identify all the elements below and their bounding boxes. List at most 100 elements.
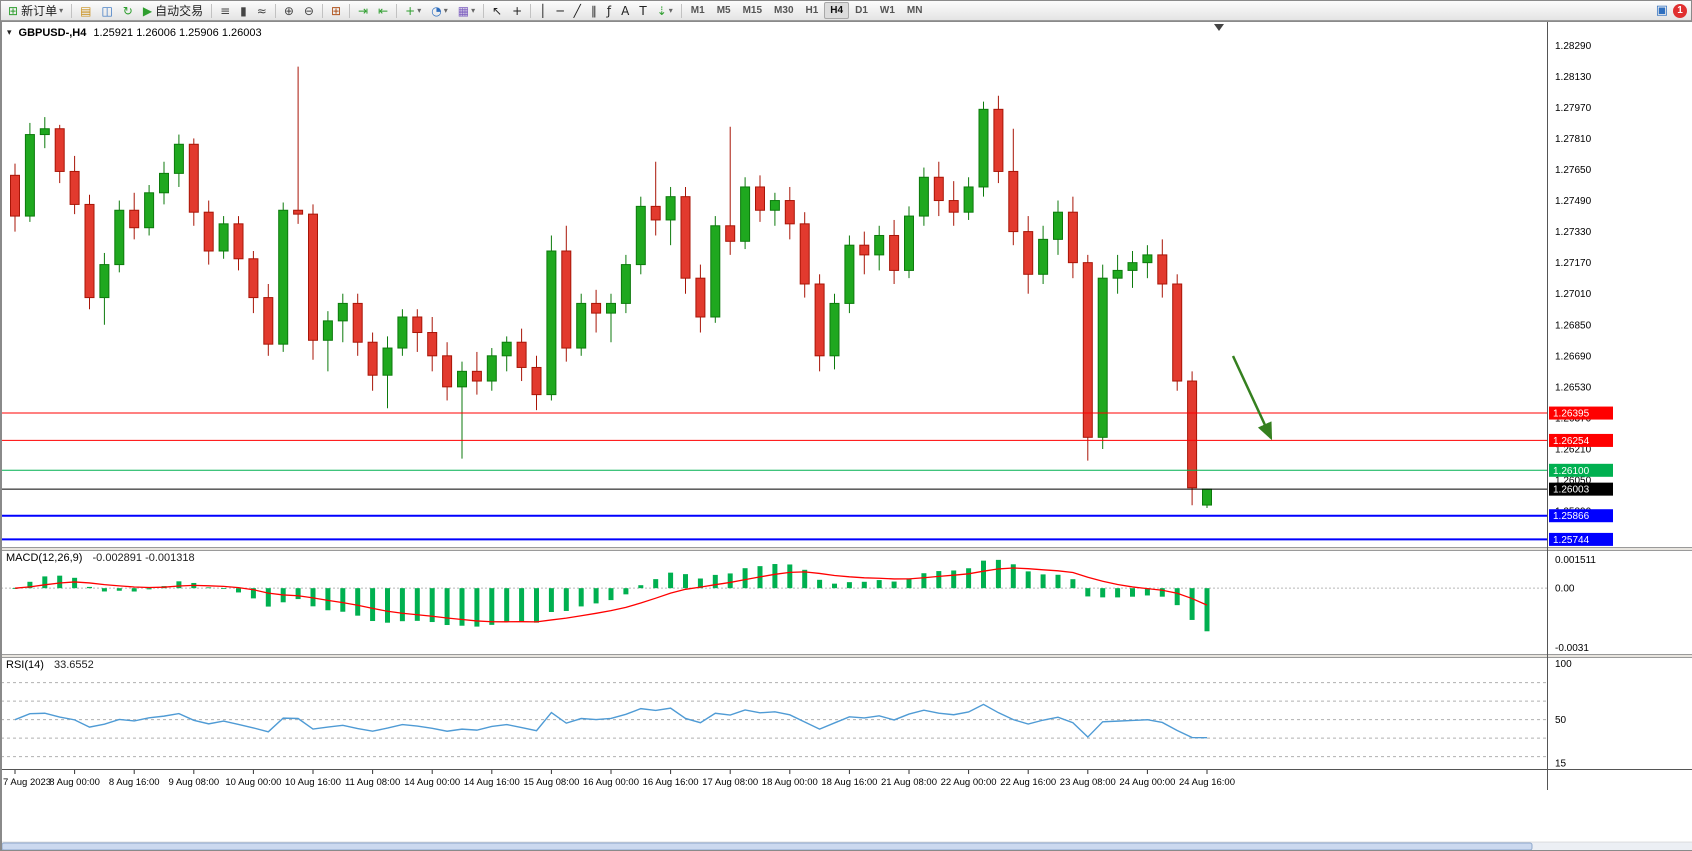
macd-histogram-bar [1040, 574, 1046, 589]
macd-histogram-bar [593, 588, 599, 604]
chart-shift-button[interactable]: ⇤ [374, 2, 392, 19]
bull-candle [1097, 277, 1108, 438]
time-axis-label: 8 Aug 00:00 [49, 777, 100, 788]
dropdown-caret-icon: ▾ [443, 6, 448, 15]
arrows-icon: ⇣ [656, 3, 667, 18]
auto-trading-icon: ▶ [142, 3, 153, 18]
rsi-header: RSI(14) 33.6552 [6, 659, 94, 671]
bull-candle [501, 341, 512, 357]
cursor-icon: ↖ [492, 3, 503, 18]
chart-area: 1.28290 1.28130 1.27970 1.27810 1.27650 1.274… [1, 21, 1692, 851]
timeframe-h4-button[interactable]: H4 [824, 2, 850, 19]
zoom-in-button[interactable]: ⊕ [280, 2, 298, 19]
cursor-button[interactable]: ↖ [488, 2, 506, 19]
bear-candle [531, 366, 542, 396]
price-axis-tick: 1.26530 [1555, 382, 1592, 393]
bull-candle [173, 143, 184, 174]
timeframe-w1-button[interactable]: W1 [879, 5, 895, 16]
notification-badge[interactable]: 1 [1673, 3, 1687, 18]
new-chart-icon: ▤ [80, 3, 92, 18]
bull-candle [337, 302, 348, 322]
trendline-icon: ╱ [573, 3, 581, 18]
macd-histogram-bar [370, 588, 376, 622]
macd-histogram-bar [131, 588, 137, 592]
trendline-button[interactable]: ╱ [570, 2, 585, 19]
chart-canvas[interactable]: 1.28290 1.28130 1.27970 1.27810 1.27650 1.274… [1, 21, 1692, 851]
profiles-button[interactable]: ◫ [97, 2, 116, 19]
bull-candle [382, 347, 393, 376]
chart-shift-marker-icon[interactable] [1214, 24, 1224, 31]
h-scrollbar-thumb[interactable] [1, 842, 1533, 851]
bar-chart-button[interactable]: ≡ [216, 2, 234, 19]
line-chart-button[interactable]: ≈ [253, 2, 271, 19]
fibonacci-button[interactable]: ƒ [603, 2, 615, 19]
fibonacci-icon: ƒ [606, 3, 612, 18]
new-chart-button[interactable]: ▤ [76, 2, 95, 19]
templates-icon: ▦ [457, 3, 470, 18]
auto-trading-button[interactable]: ▶ 自动交易 [139, 2, 207, 19]
macd-histogram-bar [265, 588, 271, 607]
macd-histogram-bar [1055, 574, 1061, 589]
timeframe-m30-button[interactable]: M30 [774, 5, 794, 16]
rsi-label: RSI(14) [6, 659, 44, 671]
panel-splitter[interactable] [1, 654, 1692, 658]
macd-histogram-bar [27, 581, 33, 589]
macd-histogram-bar [906, 578, 912, 589]
toolbar-separator [211, 3, 213, 18]
timeframe-m15-button[interactable]: M15 [742, 5, 763, 16]
crosshair-button[interactable]: + [508, 2, 526, 19]
rsi-axis-label: 50 [1555, 715, 1567, 726]
toolbar-separator [349, 3, 351, 18]
bull-candle [114, 209, 125, 266]
zoom-out-button[interactable]: ⊖ [300, 2, 318, 19]
time-axis-label: 7 Aug 2023 [3, 777, 51, 788]
candlestick-chart-button[interactable]: ▮ [236, 2, 251, 19]
tile-windows-button[interactable]: ⊞ [327, 2, 345, 19]
channel-button[interactable]: ∥ [587, 2, 601, 19]
bull-candle [576, 302, 587, 349]
arrows-button[interactable]: ⇣ ▾ [653, 2, 677, 19]
timeframe-m1-button[interactable]: M1 [690, 5, 705, 16]
panel-splitter[interactable] [1, 547, 1692, 551]
periods-button[interactable]: ◔ ▾ [427, 2, 452, 19]
bear-candle [367, 341, 378, 376]
timeframe-m5-button[interactable]: M5 [716, 5, 731, 16]
text-button[interactable]: A [617, 2, 633, 19]
auto-scroll-button[interactable]: ⇥ [354, 2, 372, 19]
one-click-trading-toggle-icon[interactable]: ▾ [7, 28, 12, 38]
bear-candle [1067, 211, 1078, 264]
macd-histogram-bar [1100, 588, 1106, 598]
macd-histogram-bar [414, 588, 420, 621]
macd-histogram-bar [1130, 588, 1135, 597]
text-label-button[interactable]: T [635, 2, 650, 19]
rsi-axis-label: 15 [1555, 758, 1567, 769]
new-order-button[interactable]: ⊞ 新订单 ▾ [4, 2, 67, 19]
price-line-badge [1549, 463, 1613, 477]
macd-histogram-bar [459, 588, 465, 626]
bear-candle [695, 277, 706, 318]
bull-candle [278, 209, 289, 345]
timeframe-mn-button[interactable]: MN [906, 5, 923, 16]
alerts-icon[interactable]: ▣ [1655, 3, 1668, 18]
toolbar-right-group: ▣ 1 [1656, 1, 1687, 20]
down-arrow-annotation[interactable] [1231, 355, 1273, 441]
indicators-button[interactable]: + ▾ [401, 2, 425, 19]
refresh-button[interactable]: ↻ [119, 2, 137, 19]
horizontal-line-button[interactable]: ─ [552, 2, 567, 19]
bear-candle [352, 302, 363, 343]
timeframe-h1-button[interactable]: H1 [805, 5, 819, 16]
time-axis-label: 16 Aug 00:00 [583, 777, 639, 788]
templates-button[interactable]: ▦ ▾ [454, 2, 479, 19]
vertical-line-button[interactable]: │ [535, 2, 550, 19]
time-axis-label: 23 Aug 08:00 [1060, 777, 1116, 788]
time-axis-label: 9 Aug 08:00 [168, 777, 219, 788]
bull-candle [904, 215, 914, 271]
macd-histogram-bar [1204, 588, 1210, 632]
timeframe-d1-button[interactable]: D1 [855, 5, 868, 16]
bull-candle [665, 196, 676, 221]
bear-candle [248, 258, 259, 299]
macd-histogram-bar [951, 570, 957, 589]
time-axis-label: 21 Aug 08:00 [881, 777, 937, 788]
bear-candle [784, 200, 795, 225]
